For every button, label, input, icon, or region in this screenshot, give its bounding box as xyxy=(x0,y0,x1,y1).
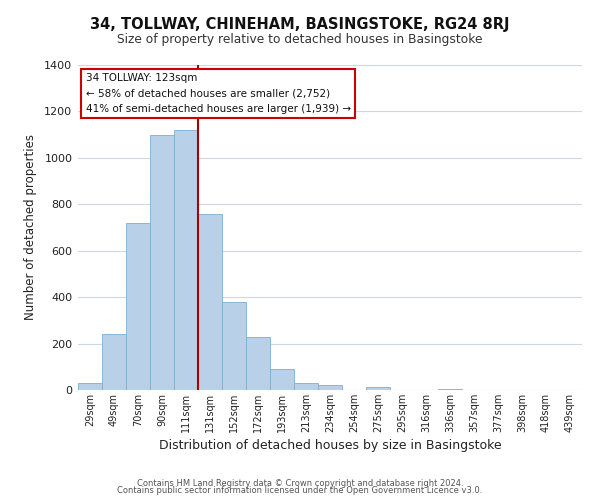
Bar xyxy=(438,389,462,390)
Bar xyxy=(174,130,198,390)
Text: Contains public sector information licensed under the Open Government Licence v3: Contains public sector information licen… xyxy=(118,486,482,495)
Text: Size of property relative to detached houses in Basingstoke: Size of property relative to detached ho… xyxy=(117,32,483,46)
Text: Contains HM Land Registry data © Crown copyright and database right 2024.: Contains HM Land Registry data © Crown c… xyxy=(137,478,463,488)
Text: 34 TOLLWAY: 123sqm
← 58% of detached houses are smaller (2,752)
41% of semi-deta: 34 TOLLWAY: 123sqm ← 58% of detached hou… xyxy=(86,73,350,114)
Bar xyxy=(318,386,342,390)
X-axis label: Distribution of detached houses by size in Basingstoke: Distribution of detached houses by size … xyxy=(158,439,502,452)
Bar xyxy=(102,334,126,390)
Bar xyxy=(198,214,222,390)
Bar xyxy=(246,336,270,390)
Bar xyxy=(366,386,390,390)
Bar xyxy=(222,302,246,390)
Bar xyxy=(126,223,150,390)
Bar xyxy=(150,134,174,390)
Y-axis label: Number of detached properties: Number of detached properties xyxy=(25,134,37,320)
Text: 34, TOLLWAY, CHINEHAM, BASINGSTOKE, RG24 8RJ: 34, TOLLWAY, CHINEHAM, BASINGSTOKE, RG24… xyxy=(90,18,510,32)
Bar xyxy=(294,383,318,390)
Bar xyxy=(78,383,102,390)
Bar xyxy=(270,369,294,390)
